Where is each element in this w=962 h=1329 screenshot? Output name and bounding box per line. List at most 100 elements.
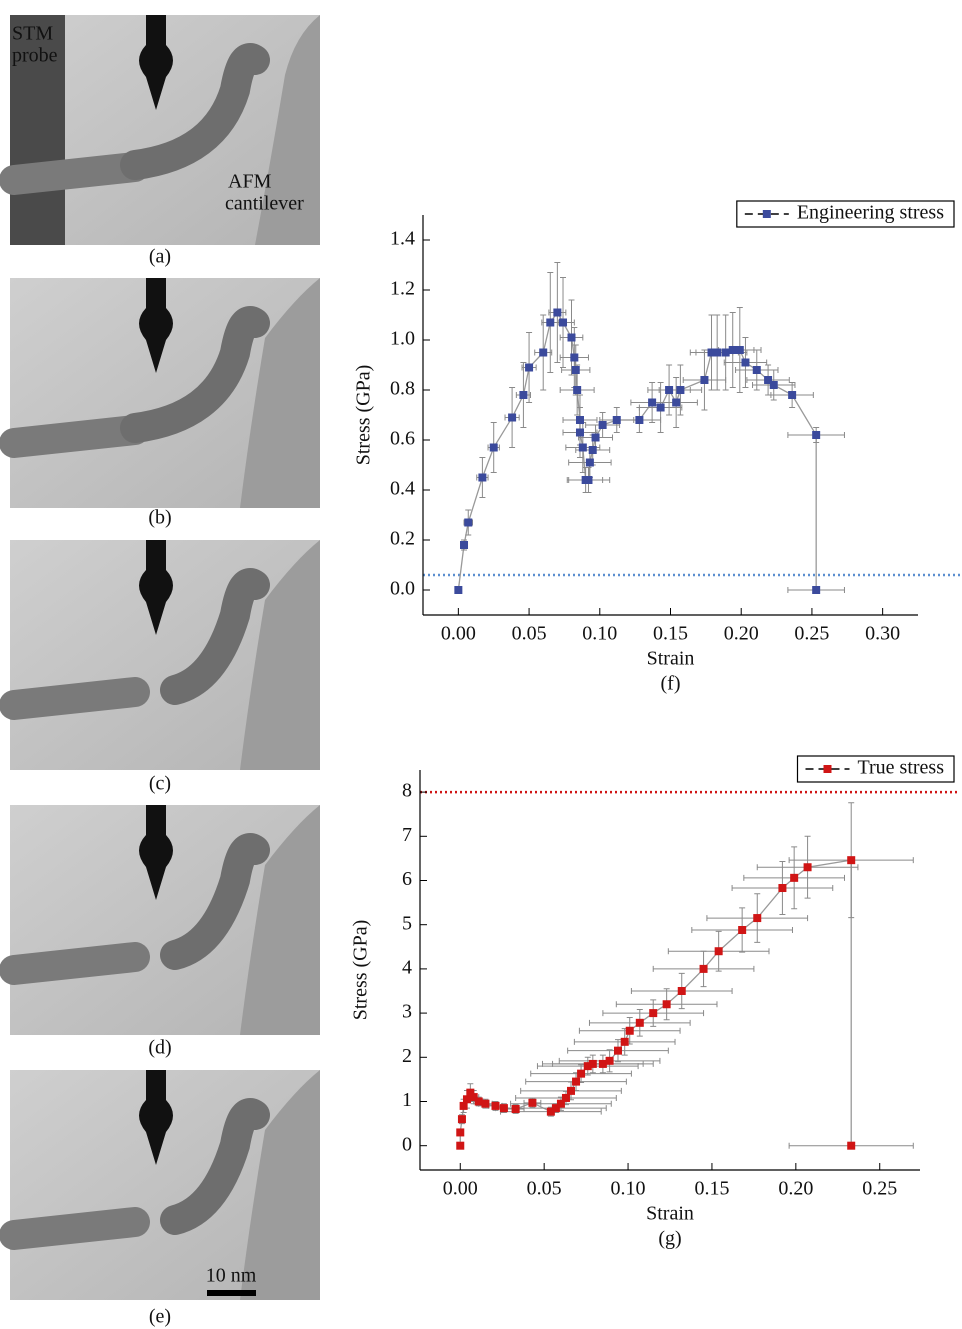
y-tick-label: 1.4	[390, 228, 415, 250]
data-point	[456, 1128, 465, 1137]
legend-box	[796, 755, 955, 783]
nanowire	[160, 1098, 270, 1235]
nanowire	[0, 942, 150, 985]
cantilever	[255, 15, 320, 245]
data-point	[620, 1037, 629, 1046]
data-point	[662, 1000, 671, 1009]
data-point	[714, 947, 723, 956]
data-point	[546, 318, 555, 327]
data-point	[573, 386, 582, 394]
stm-probe	[139, 278, 173, 373]
x-axis-label: Strain	[647, 648, 695, 670]
data-point	[559, 318, 568, 327]
data-point	[613, 1046, 622, 1055]
data-point	[460, 541, 469, 549]
y-tick-label: 3	[402, 1001, 412, 1023]
data-point	[474, 1097, 483, 1106]
cantilever	[240, 805, 320, 1035]
panel-label: (b)	[148, 507, 171, 529]
legend-marker	[762, 210, 771, 218]
nanowire	[0, 1207, 150, 1250]
stm-probe	[139, 1070, 173, 1165]
x-tick-label: 0.05	[512, 623, 547, 645]
data-point	[656, 403, 665, 412]
x-axis-label: Strain	[646, 1203, 694, 1225]
data-point	[454, 586, 463, 594]
data-point	[499, 1104, 508, 1113]
data-point	[648, 398, 657, 407]
x-tick-label: 0.20	[724, 623, 759, 645]
data-point	[466, 1088, 475, 1097]
y-tick-label: 7	[402, 824, 412, 846]
nanowire	[160, 568, 270, 705]
nanowire	[160, 833, 270, 970]
legend-label: True stress	[858, 757, 945, 779]
data-point	[707, 348, 716, 357]
data-point	[635, 1018, 644, 1027]
cantilever	[240, 1070, 320, 1300]
data-point	[803, 863, 812, 872]
panel-label: (a)	[149, 246, 171, 268]
y-tick-label: 0	[402, 1133, 412, 1155]
data-point	[713, 348, 722, 357]
data-point	[464, 518, 473, 527]
y-tick-label: 0.8	[390, 378, 415, 400]
data-point	[459, 1101, 468, 1110]
data-point	[457, 1115, 466, 1124]
x-tick-label: 0.10	[582, 623, 617, 645]
data-point	[591, 433, 600, 442]
data-point	[584, 476, 593, 484]
data-point	[575, 416, 584, 424]
data-point	[612, 416, 621, 424]
data-point	[578, 443, 587, 452]
data-point	[738, 926, 747, 934]
data-point	[583, 1062, 592, 1071]
legend-box	[736, 200, 955, 228]
data-point	[753, 914, 762, 923]
panel-label: (e)	[149, 1306, 171, 1328]
data-point	[778, 884, 787, 893]
data-point	[585, 458, 594, 467]
x-tick-label: 0.00	[441, 623, 476, 645]
data-point	[812, 586, 821, 594]
panel-label: (d)	[148, 1037, 171, 1059]
data-point	[462, 1095, 471, 1104]
x-tick-label: 0.30	[865, 623, 900, 645]
stm-probe	[139, 15, 173, 110]
data-point	[598, 1059, 607, 1068]
data-point	[752, 366, 761, 374]
data-point	[539, 348, 548, 357]
data-point	[847, 1141, 856, 1150]
data-point	[519, 391, 528, 399]
annotation: STM	[12, 23, 53, 45]
nanowire	[0, 677, 150, 720]
annotation: cantilever	[225, 193, 304, 215]
x-tick-label: 0.05	[527, 1178, 562, 1200]
y-tick-label: 6	[402, 868, 412, 890]
panel-label: (c)	[149, 773, 171, 795]
y-tick-label: 4	[402, 956, 412, 978]
y-tick-label: 5	[402, 912, 412, 934]
data-point	[812, 431, 821, 439]
data-point	[649, 1009, 658, 1018]
data-point	[588, 446, 597, 454]
nanowire	[120, 43, 270, 180]
y-tick-label: 1.0	[390, 328, 415, 350]
y-axis-label: Stress (GPa)	[353, 365, 375, 466]
data-point	[735, 346, 744, 354]
y-tick-label: 1	[402, 1089, 412, 1111]
data-point	[588, 1059, 597, 1068]
data-point	[676, 386, 685, 394]
data-point	[677, 986, 686, 995]
data-point	[577, 1069, 586, 1078]
data-point	[528, 1098, 537, 1107]
charts: 0.0 0.2 0.4 0.6 0.8 1.0 1.2 1.4 0.00 0.05 0.10 0.15…	[350, 200, 960, 1250]
data-point	[665, 386, 674, 394]
legend-marker	[823, 765, 832, 773]
data-point	[567, 333, 576, 342]
data-point	[598, 421, 607, 429]
y-tick-label: 0.2	[390, 528, 415, 550]
stm-probe	[139, 540, 173, 635]
data-point	[491, 1101, 500, 1110]
legend-label: Engineering stress	[797, 202, 944, 224]
